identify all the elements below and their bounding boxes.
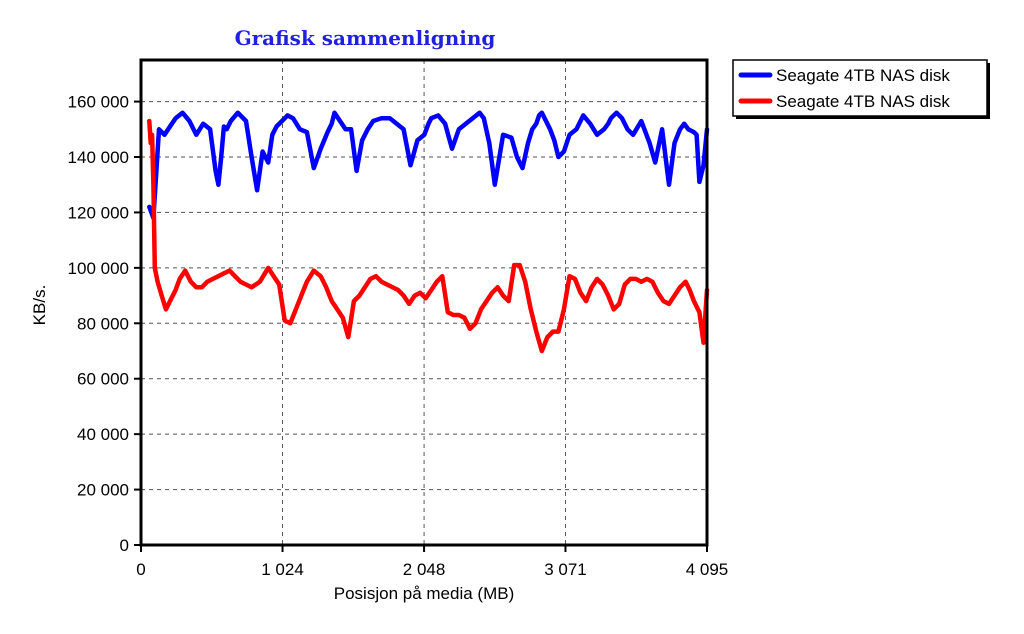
x-tick-label: 0 bbox=[136, 560, 145, 579]
legend-label: Seagate 4TB NAS disk bbox=[776, 92, 950, 111]
x-tick-label: 4 095 bbox=[686, 560, 729, 579]
chart-title: Grafisk sammenligning bbox=[235, 26, 496, 50]
series-lines bbox=[147, 110, 710, 354]
x-axis-ticks: 0 1 024 2 048 3 071 4 095 bbox=[136, 545, 728, 579]
y-tick-label: 120 000 bbox=[68, 203, 129, 222]
x-tick-label: 2 048 bbox=[403, 560, 446, 579]
x-tick-label: 1 024 bbox=[261, 560, 304, 579]
legend-box bbox=[732, 59, 988, 117]
y-tick-label: 40 000 bbox=[77, 425, 129, 444]
y-tick-label: 60 000 bbox=[77, 370, 129, 389]
legend-label: Seagate 4TB NAS disk bbox=[776, 66, 950, 85]
series-line-1 bbox=[147, 110, 710, 221]
x-tick-label: 3 071 bbox=[544, 560, 587, 579]
y-tick-label: 100 000 bbox=[68, 259, 129, 278]
series-line-2 bbox=[147, 118, 710, 354]
y-tick-label: 160 000 bbox=[68, 93, 129, 112]
x-axis-label: Posisjon på media (MB) bbox=[334, 584, 514, 603]
y-axis-ticks: 0 20 000 40 000 60 000 80 000 100 000 120 000 1… bbox=[68, 93, 141, 555]
y-tick-label: 20 000 bbox=[77, 481, 129, 500]
legend: Seagate 4TB NAS disk Seagate 4TB NAS disk bbox=[732, 59, 990, 119]
plot-area bbox=[139, 58, 709, 547]
y-tick-label: 80 000 bbox=[77, 314, 129, 333]
y-tick-label: 140 000 bbox=[68, 148, 129, 167]
y-tick-label: 0 bbox=[120, 536, 129, 555]
y-axis-label: KB/s. bbox=[30, 285, 49, 326]
